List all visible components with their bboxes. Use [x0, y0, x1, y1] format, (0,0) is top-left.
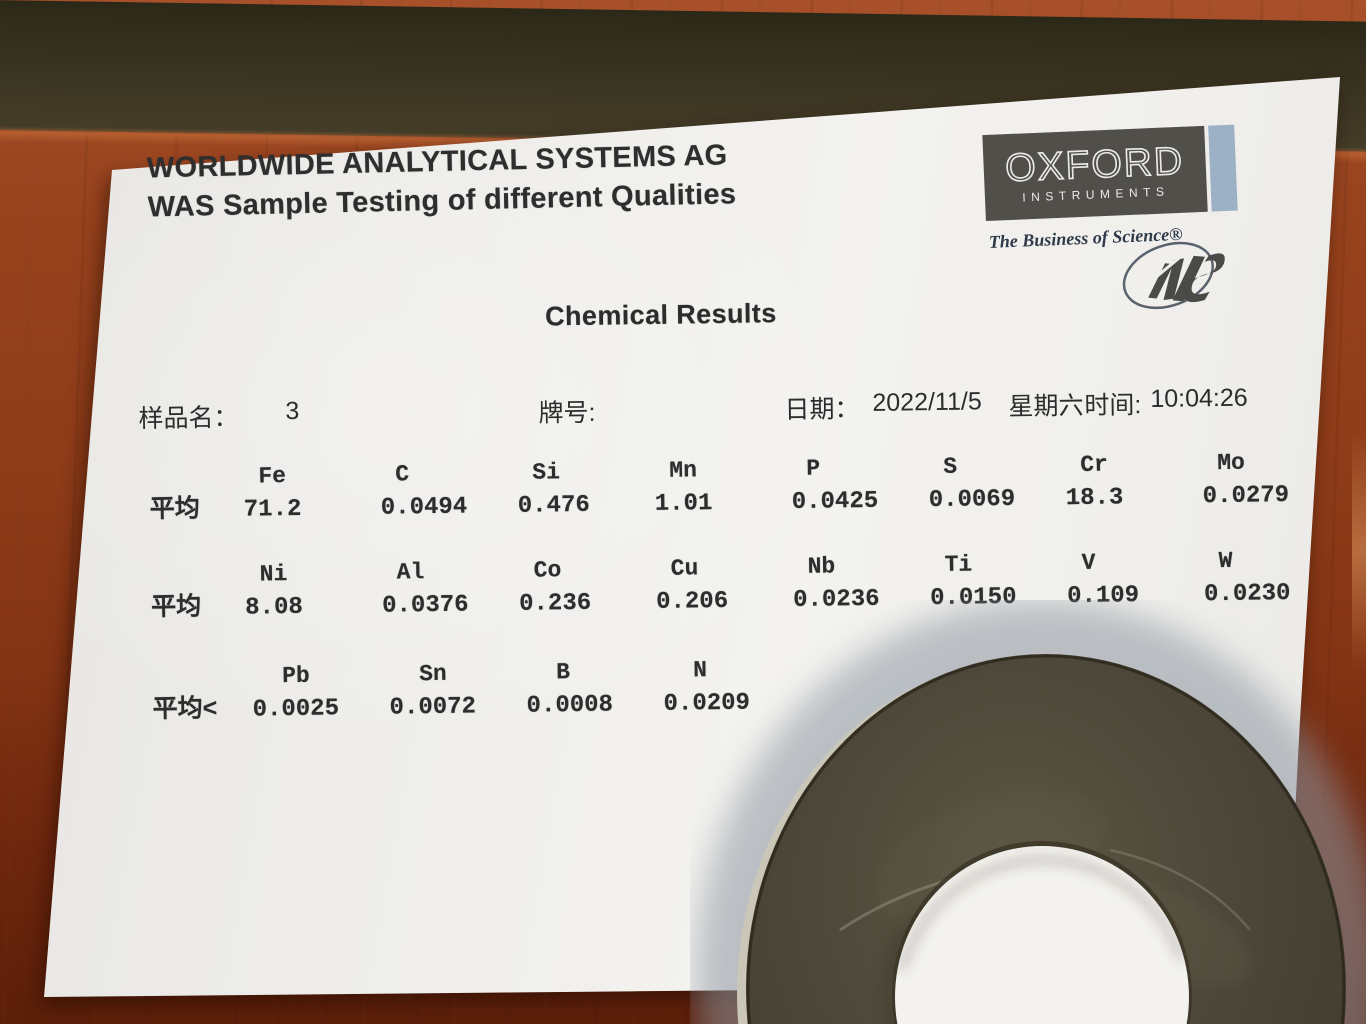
element-symbol: S: [943, 453, 958, 480]
element-value: 8.08: [245, 593, 303, 622]
oxford-instruments-logo: OXFORD INSTRUMENTS The Business of Scien…: [982, 124, 1259, 310]
element-symbol: W: [1218, 547, 1233, 575]
results-group-1: Fe C Si Mn P S Cr Mo 平均 71.2 0.0494 0.47…: [149, 440, 1360, 525]
element-value: 71.2: [243, 495, 302, 524]
element-symbol: P: [806, 455, 821, 482]
row-label-average-lt: 平均<: [152, 694, 218, 723]
wood-grain-highlight: [1352, 430, 1366, 670]
grade-label: 牌号:: [538, 398, 596, 428]
page-title: Chemical Results: [544, 298, 777, 332]
metal-sample-ring: [695, 600, 1366, 1024]
element-value: 0.0025: [252, 695, 340, 724]
element-value: 0.0072: [389, 693, 477, 722]
logo-brand-text: OXFORD: [1004, 138, 1186, 190]
element-value: 0.0425: [791, 487, 879, 517]
element-value: 0.0494: [380, 493, 468, 522]
element-value: 0.236: [518, 589, 592, 618]
element-value: 0.476: [517, 491, 590, 520]
element-symbol: V: [1081, 549, 1096, 576]
date-value: 2022/11/5: [872, 387, 982, 417]
ring-hole-paper: [895, 846, 1189, 1024]
element-symbol: Al: [396, 559, 425, 586]
element-symbol: Mo: [1217, 449, 1246, 477]
element-value: 0.0376: [381, 591, 469, 620]
weekday-text: 星期六: [1008, 391, 1084, 421]
element-value: 0.0008: [526, 691, 614, 720]
row-label-average: 平均: [150, 592, 202, 621]
element-symbol: Si: [532, 459, 561, 486]
element-symbol: Sn: [418, 660, 447, 688]
time-label: 时间:: [1084, 391, 1142, 420]
element-value: 0.0069: [928, 485, 1016, 515]
element-symbol: Co: [533, 557, 562, 584]
sample-name-value: 3: [285, 396, 300, 426]
element-symbol: Nb: [807, 553, 836, 580]
time-value: 10:04:26: [1150, 383, 1248, 414]
element-symbol: Pb: [281, 662, 310, 690]
logo-accent-bar: [1208, 124, 1238, 212]
element-value: 0.0279: [1202, 482, 1290, 511]
report-header: WORLDWIDE ANALYTICAL SYSTEMS AG WAS Samp…: [146, 136, 737, 227]
element-symbol: C: [395, 461, 410, 488]
element-value: 1.01: [654, 490, 713, 518]
element-symbol: Fe: [258, 463, 287, 490]
sample-name-label: 样品名：: [138, 403, 239, 434]
element-symbol: Cr: [1080, 451, 1109, 478]
element-value: 18.3: [1065, 484, 1124, 513]
was-logo-icon: [1122, 241, 1225, 310]
logo-box: OXFORD INSTRUMENTS: [982, 125, 1208, 222]
element-symbol: Ti: [944, 551, 973, 578]
element-symbol: B: [555, 659, 571, 686]
element-symbol: Mn: [669, 457, 698, 484]
date-label: 日期：: [784, 395, 860, 425]
element-symbol: Ni: [259, 561, 288, 588]
element-symbol: Cu: [670, 555, 699, 582]
row-label-average: 平均: [149, 494, 201, 523]
